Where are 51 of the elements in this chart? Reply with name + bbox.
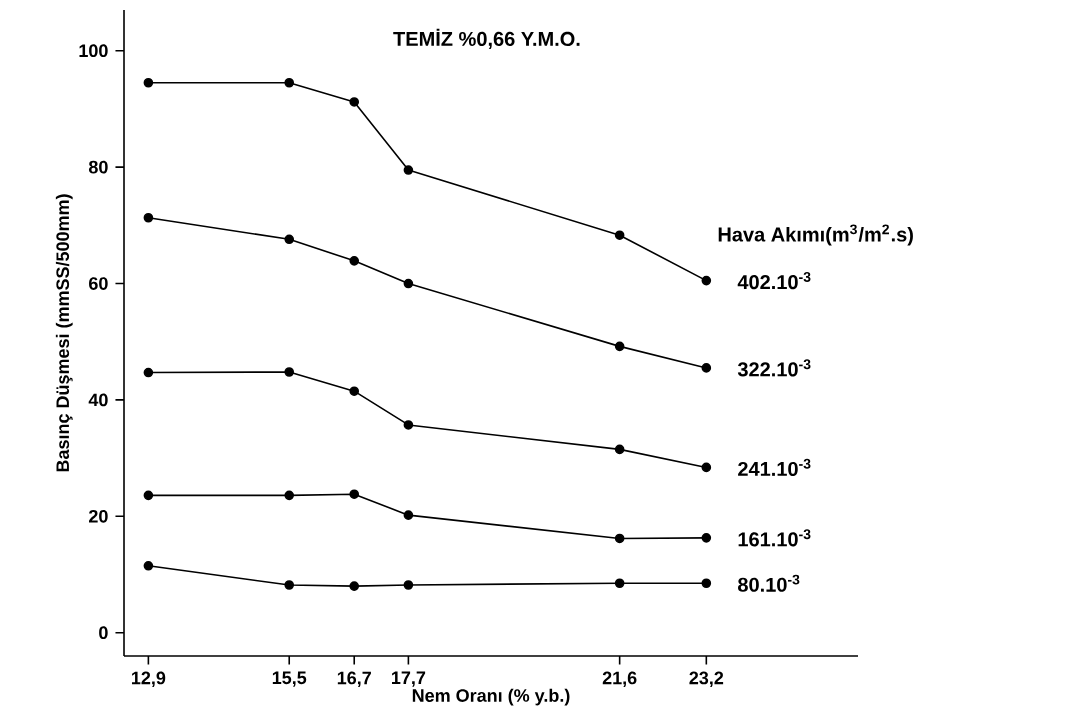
point [284, 490, 295, 501]
point [614, 533, 625, 544]
y-tick-label: 20 [89, 509, 108, 523]
point [143, 560, 154, 571]
series-label: 161.10$^{-3}$ [738, 529, 811, 547]
point [284, 580, 295, 590]
point [403, 165, 414, 175]
y-tick-label: 40 [88, 393, 108, 407]
x-tick-label: 23,2 [689, 671, 724, 687]
point [614, 230, 625, 241]
point [349, 256, 360, 266]
point [349, 581, 360, 591]
point [614, 578, 625, 589]
point [284, 234, 295, 245]
y-tick-label: 0 [99, 626, 108, 640]
point [701, 462, 712, 473]
x-tick-label: 16,7 [337, 671, 371, 687]
x-tick-label: 12,9 [131, 671, 166, 687]
y-axis-title: Basınç Düşmesi (mmSS/500mm) [55, 194, 73, 472]
point [349, 97, 360, 107]
text: TEMİZ %0,66 Y.M.O. [393, 28, 580, 49]
point [403, 278, 414, 289]
x-axis-title: Nem Oranı (% y.b.) [412, 688, 570, 706]
y-tick-label: 100 [79, 44, 108, 58]
x-tick-label: 21,6 [602, 671, 637, 687]
series-label: 322.10$^{-3}$ [737, 359, 811, 377]
y-tick-label: 80 [88, 160, 108, 174]
point [143, 490, 154, 501]
point [403, 580, 414, 590]
point [349, 489, 360, 499]
point [403, 420, 414, 430]
x-tick-label: 15,5 [272, 671, 307, 687]
point [349, 386, 360, 396]
point [143, 212, 154, 223]
point [701, 578, 712, 589]
point [701, 363, 712, 373]
x-tick-label: 17,7 [392, 671, 426, 687]
point [614, 444, 625, 455]
series-label: 241.10$^{-3}$ [738, 458, 811, 477]
point [701, 533, 712, 543]
point [143, 77, 154, 88]
series-label: 80.10$^{-3}$ [738, 574, 800, 592]
series-label: 402.10$^{-3}$ [737, 272, 811, 290]
legend-title: Hava Akımı(m$^{3}$/m$^{2}$.s) [718, 224, 913, 246]
point [284, 77, 295, 88]
point [701, 275, 712, 286]
point [284, 367, 295, 377]
point [143, 367, 154, 378]
point [614, 341, 625, 352]
point [403, 510, 414, 520]
y-tick-label: 60 [89, 277, 108, 290]
